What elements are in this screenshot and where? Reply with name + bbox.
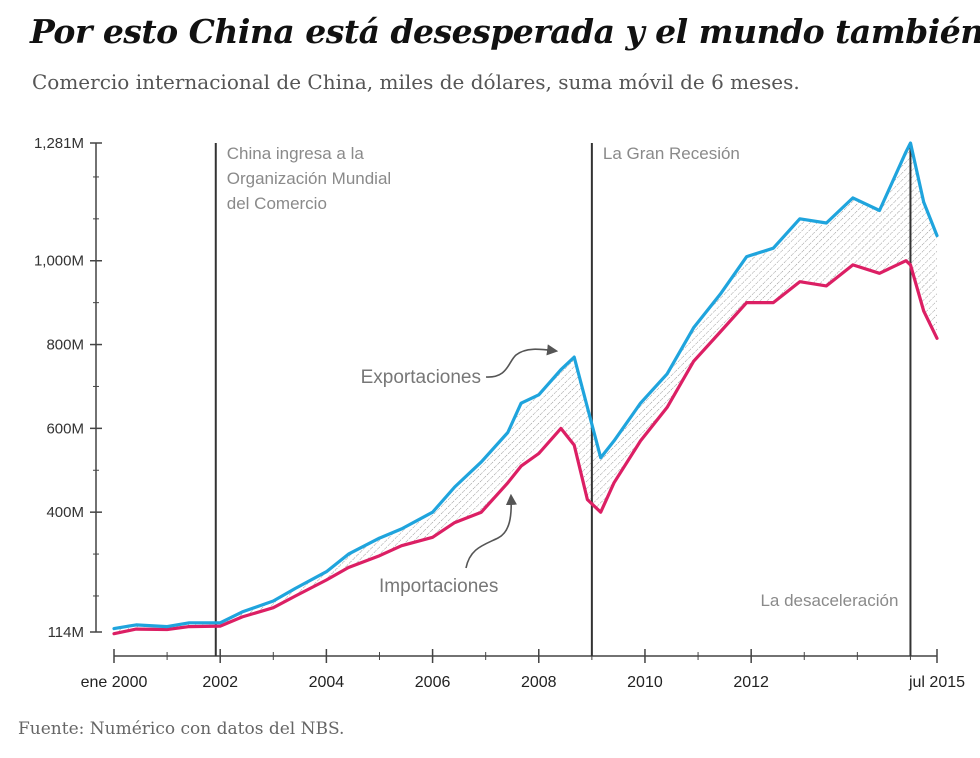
y-tick-label: 1,281M xyxy=(34,135,84,152)
x-tick-label: jul 2015 xyxy=(908,674,965,691)
chart-subtitle: Comercio internacional de China, miles d… xyxy=(32,70,800,94)
y-tick-label: 400M xyxy=(46,504,84,521)
exports-annotation-arrow xyxy=(485,344,559,378)
x-tick-label: 2008 xyxy=(521,674,557,691)
event-label: La Gran Recesión xyxy=(603,144,740,163)
series-lines xyxy=(112,141,939,636)
event-label: del Comercio xyxy=(227,194,327,213)
y-tick-label: 1,000M xyxy=(34,253,84,270)
exports-line xyxy=(112,141,939,631)
event-label: Organización Mundial xyxy=(227,169,391,188)
x-tick-label: ene 2000 xyxy=(81,674,148,691)
x-tick-label: 2010 xyxy=(627,674,663,691)
x-tick-label: 2006 xyxy=(415,674,451,691)
y-tick-label: 800M xyxy=(46,337,84,354)
series-annotations: Exportaciones Importaciones xyxy=(361,344,559,597)
trade-surplus-area xyxy=(114,143,937,634)
source-note: Fuente: Numérico con datos del NBS. xyxy=(18,719,345,739)
event-label: China ingresa a la xyxy=(227,144,365,163)
axes: 114M 400M 600M 800M 1,000M 1,281M ene 2000 2002… xyxy=(34,135,965,691)
x-tick-label: 2002 xyxy=(202,674,238,691)
chart-title: Por esto China está desesperada y el mun… xyxy=(30,12,980,51)
imports-annotation-label: Importaciones xyxy=(379,576,498,597)
event-markers: China ingresa a la Organización Mundial de… xyxy=(214,143,912,656)
x-tick-label: 2012 xyxy=(733,674,769,691)
exports-annotation-label: Exportaciones xyxy=(361,367,481,388)
event-label: La desaceleración xyxy=(760,591,898,610)
y-tick-label: 600M xyxy=(46,420,84,437)
x-tick-label: 2004 xyxy=(309,674,345,691)
trade-gap-hatch xyxy=(114,143,937,634)
y-tick-label: 114M xyxy=(48,624,84,641)
imports-annotation-arrow xyxy=(465,493,518,569)
imports-line xyxy=(112,259,939,636)
